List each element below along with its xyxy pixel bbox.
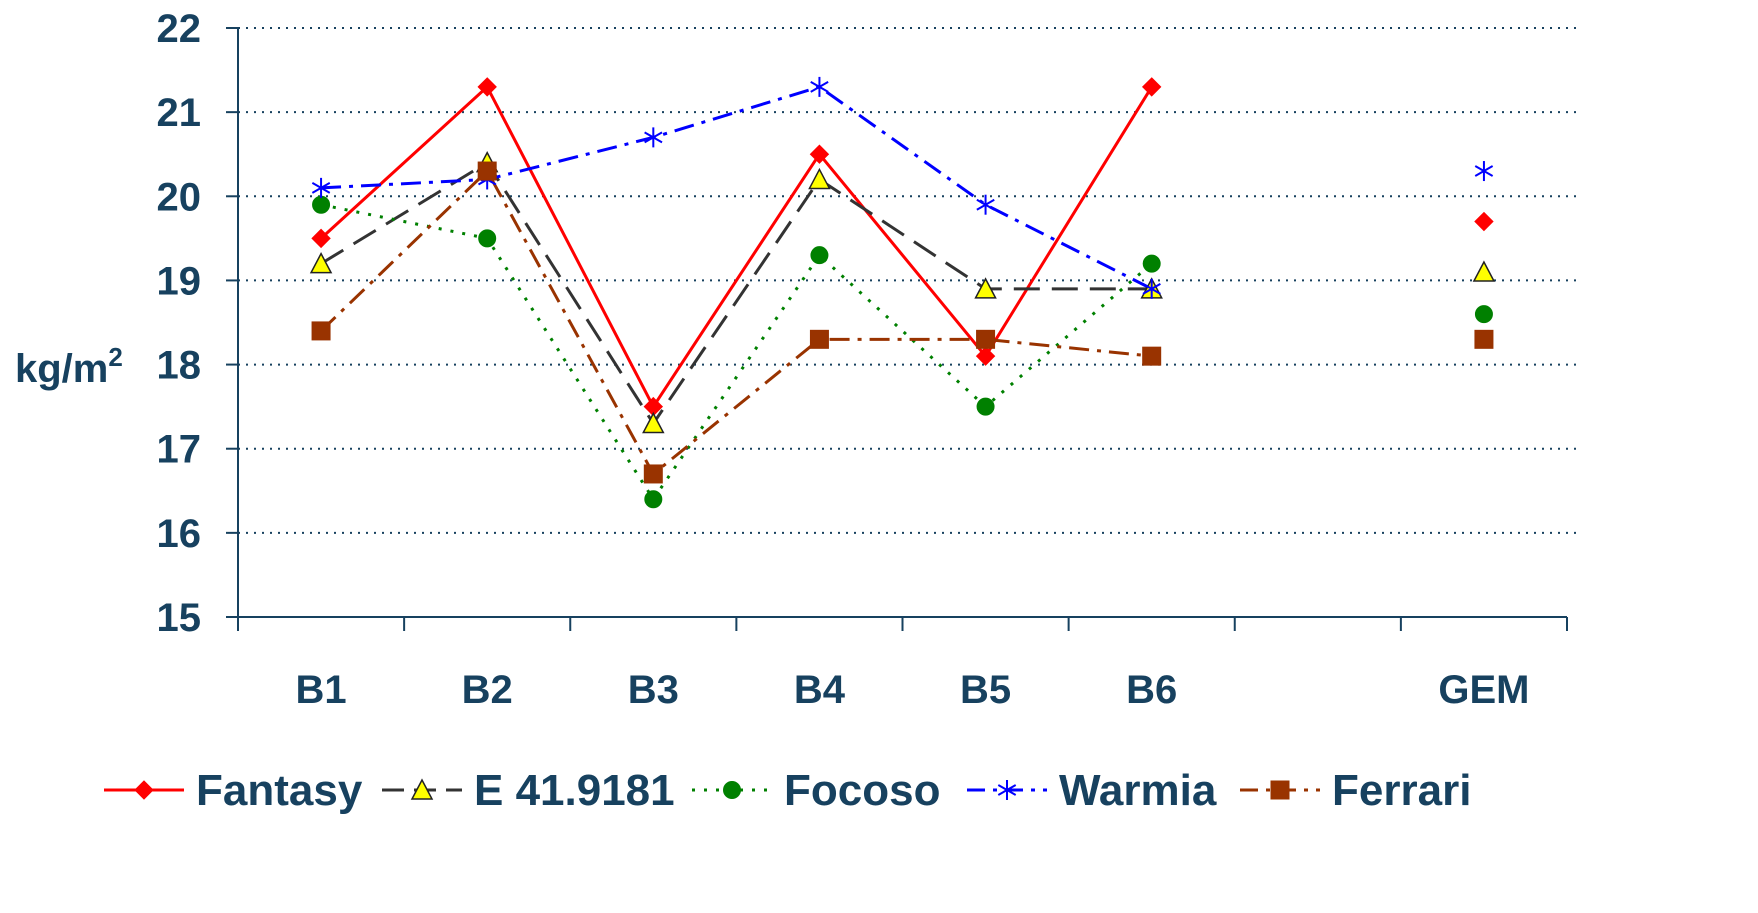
axes (226, 27, 1568, 631)
x-tick-label: B4 (794, 668, 846, 712)
y-tick-label: 21 (157, 91, 202, 135)
data-point-focoso (478, 229, 497, 248)
y-tick-label: 18 (157, 344, 202, 388)
data-point-warmia (1474, 161, 1494, 182)
legend-label: Warmia (1059, 766, 1217, 815)
series-lines (320, 85, 1153, 501)
data-point-e-41-9181 (642, 411, 665, 434)
legend-item-e-41-9181: E 41.9181 (382, 766, 675, 815)
x-tick-label: B1 (295, 668, 346, 712)
legend-item-ferrari: Ferrari (1240, 766, 1471, 815)
y-tick-label: 17 (157, 428, 202, 472)
data-point-focoso (810, 246, 829, 265)
y-axis-title: kg/m2 (15, 342, 123, 391)
data-point-warmia (810, 76, 829, 97)
legend-marker (723, 781, 741, 799)
data-point-ferrari (643, 464, 663, 484)
legend-item-focoso: Focoso (692, 766, 940, 815)
data-point-focoso (644, 490, 663, 509)
data-point-ferrari (1142, 346, 1162, 366)
legend-marker (410, 778, 434, 800)
legend-label: Ferrari (1332, 766, 1471, 815)
legend-marker (1270, 780, 1290, 800)
data-point-focoso (976, 397, 995, 416)
series-line-warmia (320, 85, 1153, 291)
data-point-ferrari (477, 161, 497, 181)
data-point-focoso (1474, 305, 1493, 324)
data-point-fantasy (809, 144, 830, 164)
y-tick-label: 16 (157, 512, 202, 556)
data-point-e-41-9181 (309, 251, 333, 274)
y-tick-label: 22 (157, 7, 202, 51)
y-axis-title-text: kg/m (15, 347, 108, 391)
data-point-focoso (1142, 254, 1161, 273)
legend-label: Focoso (784, 766, 940, 815)
data-point-warmia (976, 194, 995, 215)
data-point-fantasy (311, 228, 331, 249)
x-tick-label: B2 (462, 668, 513, 712)
data-point-fantasy (1141, 77, 1162, 97)
x-tick-label: B3 (628, 668, 679, 712)
legend-label: Fantasy (196, 766, 363, 815)
series-line-focoso (320, 203, 1153, 501)
series-line-e-41-9181 (320, 161, 1152, 425)
data-point-warmia (311, 177, 331, 198)
y-axis-title-superscript: 2 (108, 342, 122, 372)
y-tick-label: 20 (157, 175, 202, 219)
legend-marker (134, 780, 154, 800)
data-point-fantasy (1474, 211, 1494, 232)
x-tick-label: B5 (960, 668, 1011, 712)
x-tick-label: B6 (1126, 668, 1177, 712)
data-point-e-41-9181 (808, 167, 831, 190)
data-point-ferrari (1474, 329, 1494, 349)
data-point-warmia (644, 127, 663, 148)
gridlines (238, 27, 1581, 534)
data-point-focoso (312, 195, 331, 214)
legend-marker (997, 780, 1017, 800)
data-point-fantasy (477, 77, 497, 97)
y-tick-label: 15 (157, 596, 202, 640)
y-tick-label: 19 (157, 259, 202, 303)
data-point-ferrari (809, 329, 829, 349)
data-point-ferrari (311, 321, 331, 341)
data-point-e-41-9181 (974, 277, 997, 299)
data-point-ferrari (976, 329, 996, 349)
data-point-fantasy (975, 346, 996, 366)
data-point-e-41-9181 (1472, 260, 1496, 282)
legend-item-warmia: Warmia (967, 766, 1217, 815)
legend-label: E 41.9181 (474, 766, 675, 815)
tick-labels: 15 16 17 18 19 20 21 22 B1 B2 B3 B4 B5 B6 GEM (157, 7, 1530, 712)
series-line-ferrari (320, 169, 1152, 476)
legend: Fantasy E 41.9181 Focoso Warmia Ferrari (104, 766, 1471, 815)
data-markers (309, 76, 1496, 509)
legend-item-fantasy: Fantasy (104, 766, 363, 815)
data-point-warmia (1142, 278, 1161, 299)
series-line-fantasy (320, 85, 1153, 409)
x-tick-label: GEM (1438, 668, 1529, 712)
